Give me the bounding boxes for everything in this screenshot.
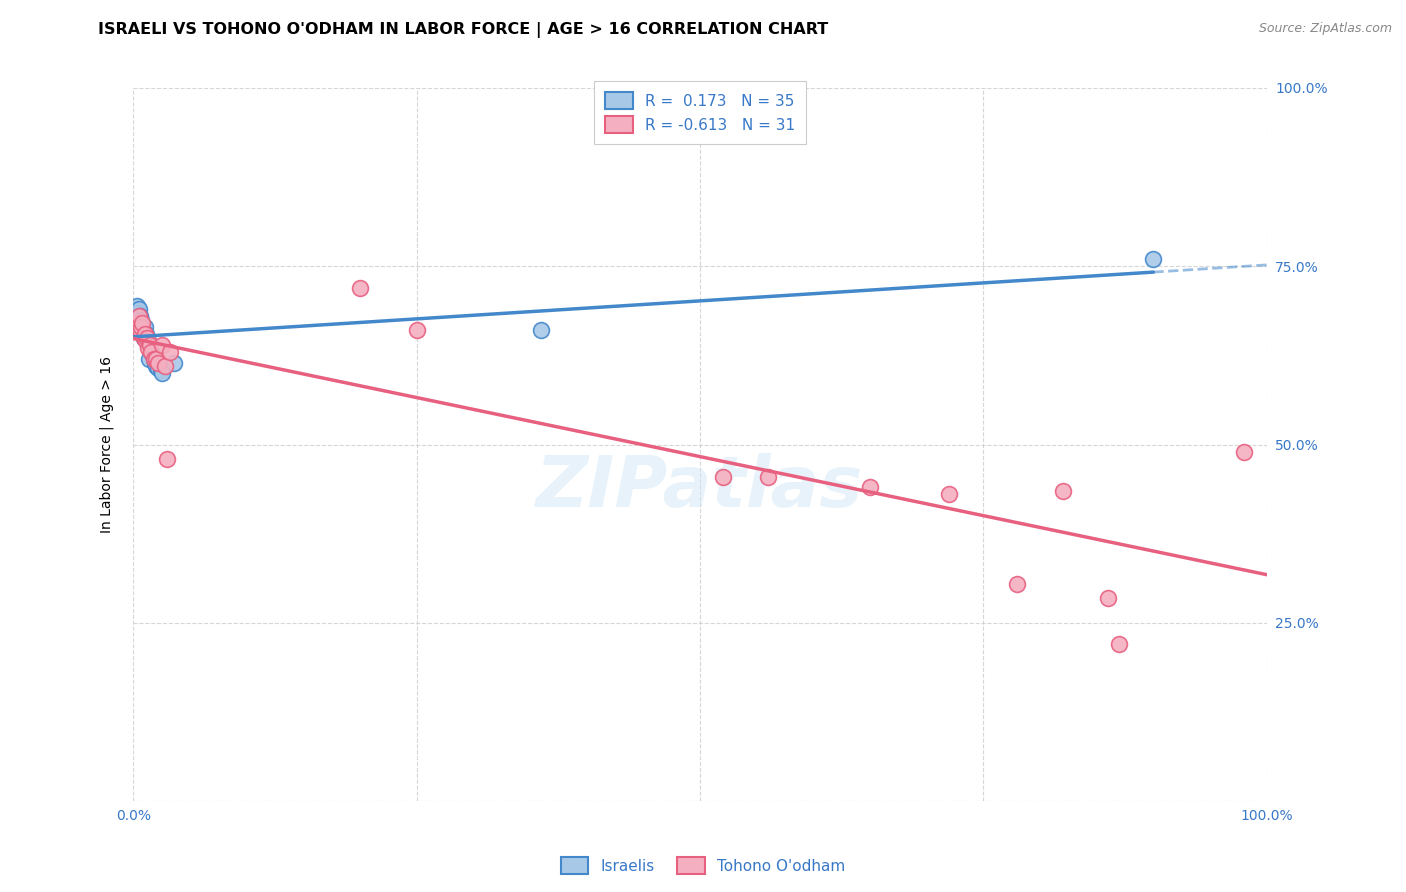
Point bbox=[138, 351, 160, 366]
Point bbox=[128, 309, 150, 323]
Point bbox=[131, 326, 153, 341]
Point bbox=[132, 330, 155, 344]
Point bbox=[128, 309, 150, 323]
Point bbox=[150, 337, 173, 351]
Text: ZIPatlas: ZIPatlas bbox=[536, 453, 863, 522]
Point bbox=[129, 319, 152, 334]
Point bbox=[149, 362, 172, 376]
Point bbox=[139, 337, 162, 351]
Point bbox=[134, 326, 156, 341]
Point bbox=[1052, 483, 1074, 498]
Point bbox=[1108, 637, 1130, 651]
Point bbox=[156, 451, 179, 466]
Point bbox=[129, 312, 152, 326]
Point bbox=[128, 312, 150, 326]
Point bbox=[1007, 576, 1029, 591]
Point bbox=[125, 309, 148, 323]
Point bbox=[141, 344, 163, 359]
Point bbox=[129, 316, 152, 330]
Point bbox=[142, 348, 165, 362]
Point bbox=[134, 326, 156, 341]
Point bbox=[129, 319, 152, 334]
Point bbox=[1233, 444, 1256, 458]
Point bbox=[136, 334, 159, 348]
Point bbox=[132, 323, 155, 337]
Point bbox=[129, 316, 152, 330]
Point bbox=[938, 487, 960, 501]
Point bbox=[163, 355, 186, 369]
Point bbox=[159, 344, 181, 359]
Point bbox=[145, 351, 167, 366]
Point bbox=[756, 469, 779, 483]
Text: ISRAELI VS TOHONO O'ODHAM IN LABOR FORCE | AGE > 16 CORRELATION CHART: ISRAELI VS TOHONO O'ODHAM IN LABOR FORCE… bbox=[98, 22, 828, 38]
Point bbox=[131, 316, 153, 330]
Point bbox=[145, 359, 167, 373]
Point bbox=[141, 344, 163, 359]
Point bbox=[131, 319, 153, 334]
Point bbox=[859, 480, 882, 494]
Point bbox=[134, 319, 156, 334]
Point bbox=[124, 316, 146, 330]
Point bbox=[135, 326, 157, 341]
Point bbox=[143, 355, 166, 369]
Point bbox=[125, 298, 148, 312]
Point bbox=[1097, 591, 1119, 605]
Point bbox=[405, 323, 427, 337]
Point bbox=[129, 323, 152, 337]
Point bbox=[1142, 252, 1164, 267]
Point bbox=[148, 355, 170, 369]
Point bbox=[135, 332, 157, 346]
Point bbox=[127, 305, 149, 319]
Point bbox=[530, 323, 553, 337]
Point bbox=[153, 359, 176, 373]
Point bbox=[142, 351, 165, 366]
Point bbox=[142, 351, 165, 366]
Legend: Israelis, Tohono O'odham: Israelis, Tohono O'odham bbox=[554, 851, 852, 880]
Point bbox=[135, 334, 157, 348]
Point bbox=[129, 309, 152, 323]
Point bbox=[129, 323, 152, 337]
Point bbox=[711, 469, 734, 483]
Point bbox=[150, 366, 173, 380]
Point bbox=[349, 281, 371, 295]
Point bbox=[136, 341, 159, 355]
Point bbox=[135, 330, 157, 344]
Legend: R =  0.173   N = 35, R = -0.613   N = 31: R = 0.173 N = 35, R = -0.613 N = 31 bbox=[595, 81, 806, 144]
Text: Source: ZipAtlas.com: Source: ZipAtlas.com bbox=[1258, 22, 1392, 36]
Point bbox=[148, 360, 170, 375]
Point bbox=[124, 301, 146, 316]
Point bbox=[127, 316, 149, 330]
Point bbox=[132, 330, 155, 344]
Point bbox=[127, 319, 149, 334]
Point bbox=[128, 301, 150, 316]
Y-axis label: In Labor Force | Age > 16: In Labor Force | Age > 16 bbox=[100, 356, 114, 533]
